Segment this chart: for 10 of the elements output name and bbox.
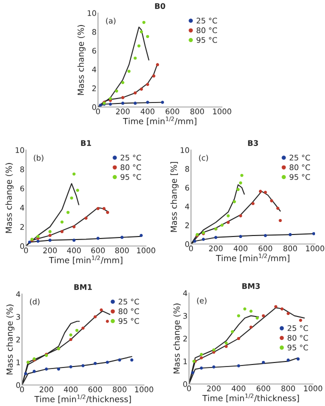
x-axis-title: Time [min$^{1/2}$/mm] xyxy=(122,116,196,126)
y-axis-title: Mass change (%) xyxy=(5,163,14,233)
x-axis-title: Time [min$^{1/2}$/mm] xyxy=(48,256,122,264)
y-axis-title: Mass change (%) xyxy=(6,304,14,374)
x-axis-title: Time [min$^{1/2}$/thickness] xyxy=(34,394,131,404)
y-axis-title: Mass change [%] xyxy=(170,162,178,232)
x-axis-title: Time [min$^{1/2}$/mm] xyxy=(216,254,290,262)
x-axis-title: Time [min$^{1/2}$/thickness] xyxy=(202,394,299,402)
y-axis-title: Mass change (%) xyxy=(77,25,86,95)
y-axis-title: Mass change (%) xyxy=(173,304,182,374)
